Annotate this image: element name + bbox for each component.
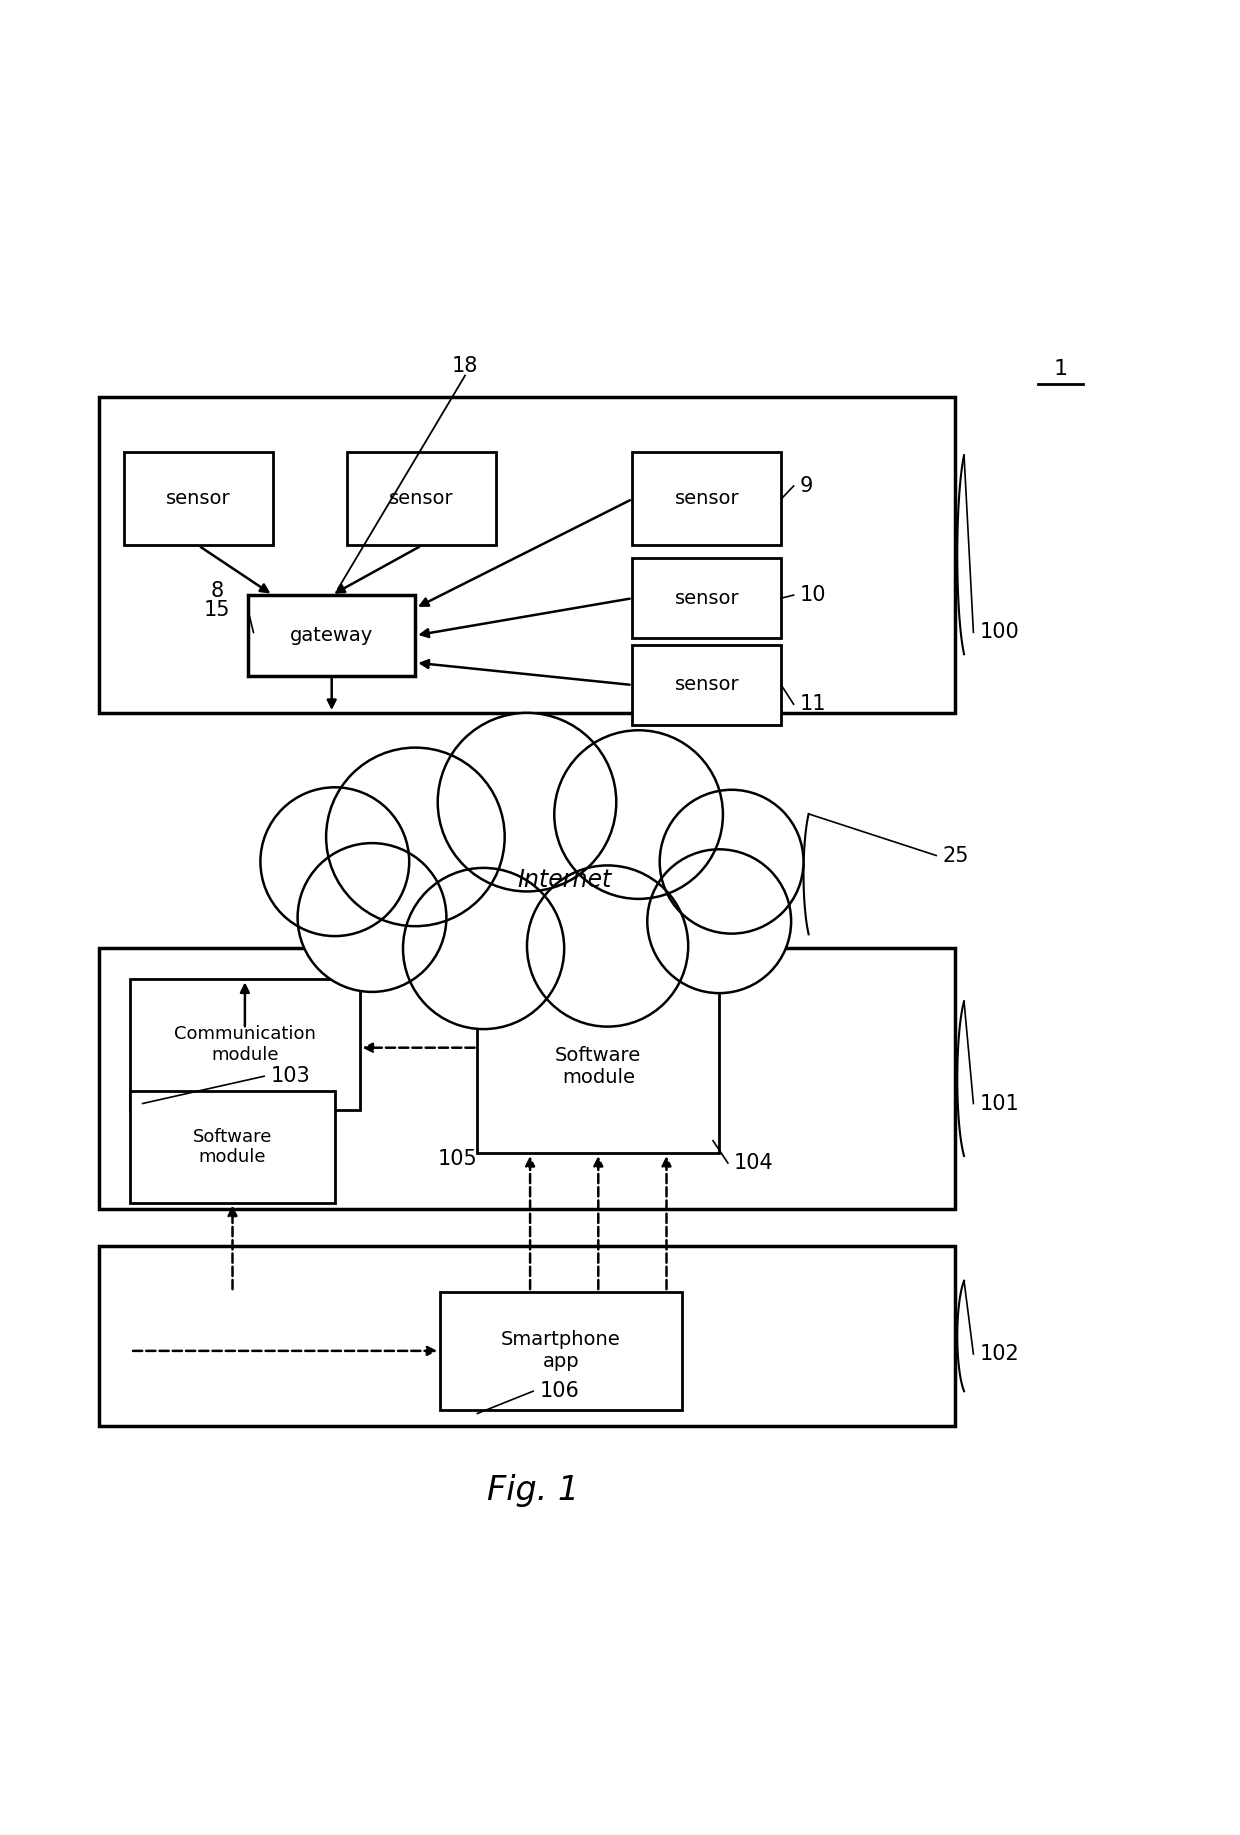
Text: 102: 102 [980, 1343, 1019, 1363]
Circle shape [298, 842, 446, 993]
Text: 103: 103 [270, 1066, 310, 1086]
Bar [99, 949, 955, 1209]
Text: 105: 105 [438, 1149, 477, 1169]
Circle shape [260, 787, 409, 936]
Text: 15: 15 [203, 600, 231, 620]
Circle shape [326, 747, 505, 927]
Bar [248, 595, 415, 675]
Bar [99, 396, 955, 714]
Text: sensor: sensor [675, 490, 739, 508]
Bar [124, 453, 273, 545]
Bar [347, 453, 496, 545]
Text: 18: 18 [451, 356, 479, 376]
Text: 8: 8 [211, 582, 223, 602]
Bar [477, 980, 719, 1152]
Bar [99, 1246, 955, 1426]
Circle shape [438, 714, 616, 892]
Text: sensor: sensor [389, 490, 454, 508]
Text: Software
module: Software module [192, 1127, 273, 1167]
Bar [130, 980, 360, 1110]
Text: 10: 10 [800, 585, 826, 606]
Text: 101: 101 [980, 1094, 1019, 1114]
Circle shape [554, 730, 723, 899]
Text: Fig. 1: Fig. 1 [487, 1474, 579, 1507]
Bar [130, 1092, 335, 1202]
Bar [440, 1292, 682, 1409]
Text: sensor: sensor [675, 675, 739, 694]
Bar [632, 558, 781, 639]
Text: gateway: gateway [290, 626, 373, 644]
Text: 106: 106 [539, 1382, 579, 1402]
Circle shape [403, 868, 564, 1029]
Bar [632, 644, 781, 725]
Text: 100: 100 [980, 622, 1019, 642]
Circle shape [527, 866, 688, 1026]
Text: Internet: Internet [517, 868, 611, 892]
Text: Software
module: Software module [556, 1046, 641, 1086]
Text: 11: 11 [800, 694, 826, 714]
Text: sensor: sensor [675, 589, 739, 607]
Text: sensor: sensor [166, 490, 231, 508]
Text: 25: 25 [942, 846, 968, 866]
Text: 104: 104 [734, 1152, 774, 1173]
Bar [632, 453, 781, 545]
Circle shape [660, 789, 804, 934]
Text: 1: 1 [1053, 360, 1068, 380]
Circle shape [647, 850, 791, 993]
Text: Smartphone
app: Smartphone app [501, 1330, 621, 1371]
Text: 9: 9 [800, 475, 813, 495]
Text: Communication
module: Communication module [174, 1026, 316, 1064]
